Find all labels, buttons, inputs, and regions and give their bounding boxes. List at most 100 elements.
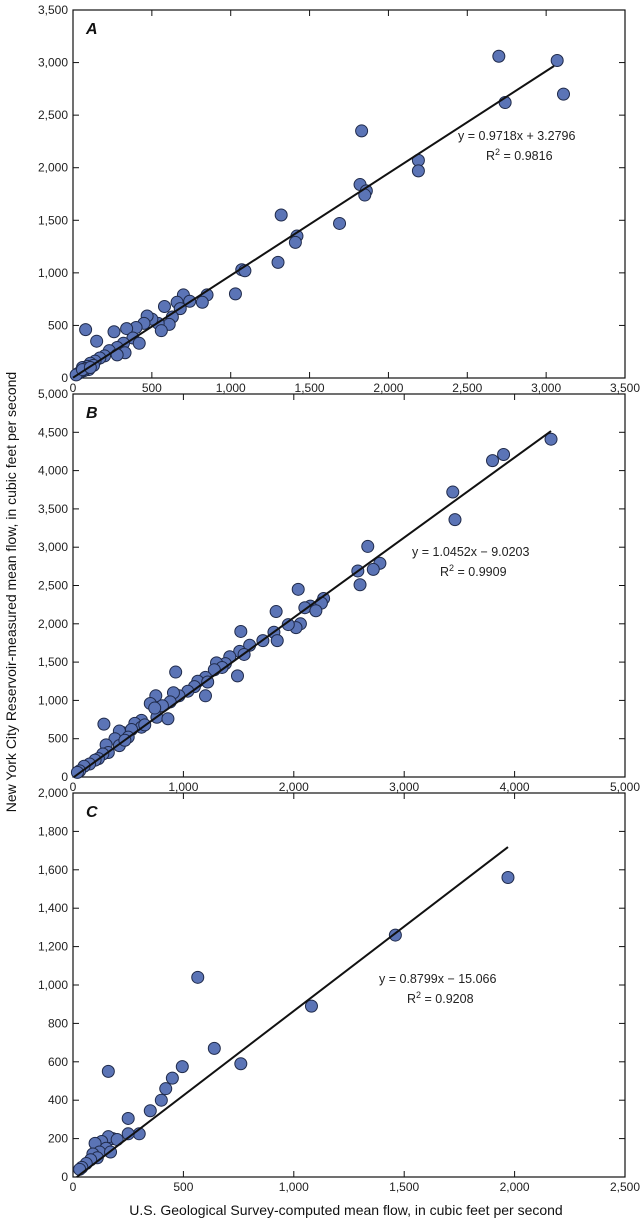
y-tick-label: 3,500 <box>38 3 68 17</box>
data-point <box>154 324 168 338</box>
x-tick-label: 4,000 <box>500 780 530 794</box>
data-point <box>501 870 515 884</box>
regression-line <box>73 430 552 778</box>
panel-letter: B <box>86 405 98 422</box>
x-tick-label: 500 <box>142 381 162 395</box>
data-point <box>355 124 369 138</box>
data-point <box>550 53 564 67</box>
data-point <box>361 539 375 553</box>
x-tick-label: 2,000 <box>500 1180 530 1194</box>
y-tick-label: 5,000 <box>38 387 68 401</box>
data-point <box>165 1071 179 1085</box>
y-tick-label: 400 <box>48 1093 68 1107</box>
y-tick-label: 3,000 <box>38 540 68 554</box>
y-tick-label: 2,500 <box>38 108 68 122</box>
regression-equation: y = 1.0452x − 9.0203 <box>412 545 530 559</box>
data-point <box>175 1060 189 1074</box>
y-tick-label: 1,600 <box>38 863 68 877</box>
x-tick-label: 5,000 <box>610 780 640 794</box>
data-point <box>234 1057 248 1071</box>
y-axis-title: New York City Reservoir-measured mean fl… <box>3 372 19 812</box>
data-point <box>274 208 288 222</box>
x-tick-label: 1,000 <box>168 780 198 794</box>
y-tick-label: 600 <box>48 1055 68 1069</box>
y-tick-label: 3,000 <box>38 56 68 70</box>
data-point <box>121 1111 135 1125</box>
data-point <box>366 562 380 576</box>
data-point <box>492 49 506 63</box>
data-point <box>309 604 323 618</box>
data-point <box>159 1082 173 1096</box>
data-point <box>101 1064 115 1078</box>
panel-letter: A <box>85 21 98 38</box>
data-point <box>230 669 244 683</box>
data-point <box>73 1162 87 1176</box>
panel-b: 0 1,000 2,000 3,000 4,000 5,000 0 500 1,000 1,500… <box>38 387 640 794</box>
y-tick-label: 500 <box>48 318 68 332</box>
x-tick-label: 1,000 <box>216 381 246 395</box>
data-point <box>107 325 121 339</box>
y-tick-label: 4,500 <box>38 425 68 439</box>
r-squared: R2 = 0.9208 <box>407 990 474 1006</box>
data-point <box>157 300 171 314</box>
x-tick-label: 2,500 <box>610 1180 640 1194</box>
r-squared: R2 = 0.9909 <box>440 563 507 579</box>
x-tick-label: 500 <box>173 1180 193 1194</box>
y-tick-label: 2,000 <box>38 786 68 800</box>
y-tick-label: 2,500 <box>38 579 68 593</box>
y-tick-label: 0 <box>61 371 68 385</box>
y-tick-label: 1,200 <box>38 940 68 954</box>
regression-equation: y = 0.9718x + 3.2796 <box>458 129 576 143</box>
y-tick-label: 0 <box>61 770 68 784</box>
x-tick-label: 2,500 <box>452 381 482 395</box>
data-point <box>198 689 212 703</box>
data-point <box>154 1093 168 1107</box>
y-tick-label: 0 <box>61 1170 68 1184</box>
r-squared: R2 = 0.9816 <box>486 147 553 163</box>
data-point <box>288 235 302 249</box>
data-point <box>333 216 347 230</box>
x-tick-label: 2,000 <box>279 780 309 794</box>
y-tick-label: 4,000 <box>38 464 68 478</box>
data-point <box>169 665 183 679</box>
x-tick-label: 1,500 <box>389 1180 419 1194</box>
y-tick-label: 2,000 <box>38 617 68 631</box>
y-tick-label: 1,800 <box>38 824 68 838</box>
data-point <box>448 513 462 527</box>
data-point <box>191 970 205 984</box>
x-tick-label: 0 <box>70 780 77 794</box>
panel-c: 0 500 1,000 1,500 2,000 2,500 0 200 400 600 800 1,0… <box>38 786 640 1194</box>
x-tick-label: 3,000 <box>531 381 561 395</box>
data-point <box>353 578 367 592</box>
data-point <box>79 323 93 337</box>
data-point <box>228 287 242 301</box>
x-tick-label: 3,500 <box>610 381 640 395</box>
y-tick-label: 1,500 <box>38 213 68 227</box>
plot-frame <box>72 792 626 1178</box>
data-point <box>195 295 209 309</box>
regression-line <box>76 846 509 1178</box>
regression-equation: y = 0.8799x − 15.066 <box>379 972 497 986</box>
x-tick-label: 3,000 <box>389 780 419 794</box>
data-point <box>271 255 285 269</box>
data-point <box>281 618 295 632</box>
y-tick-label: 800 <box>48 1016 68 1030</box>
x-tick-label: 1,000 <box>279 1180 309 1194</box>
data-point <box>411 164 425 178</box>
panel-a: 0 500 1,000 1,500 2,000 2,500 3,000 3,500 0 500 1,… <box>38 3 640 395</box>
x-axis-title: U.S. Geological Survey-computed mean flo… <box>129 1202 562 1218</box>
data-point <box>486 454 500 468</box>
data-point <box>207 1041 221 1055</box>
data-point <box>120 322 134 336</box>
data-point <box>132 336 146 350</box>
x-tick-label: 2,000 <box>373 381 403 395</box>
y-tick-label: 1,000 <box>38 266 68 280</box>
data-point <box>270 634 284 648</box>
data-point <box>556 87 570 101</box>
panel-letter: C <box>86 804 98 821</box>
data-point <box>269 605 283 619</box>
plot-frame <box>72 9 626 379</box>
data-point <box>161 712 175 726</box>
data-point <box>97 717 111 731</box>
